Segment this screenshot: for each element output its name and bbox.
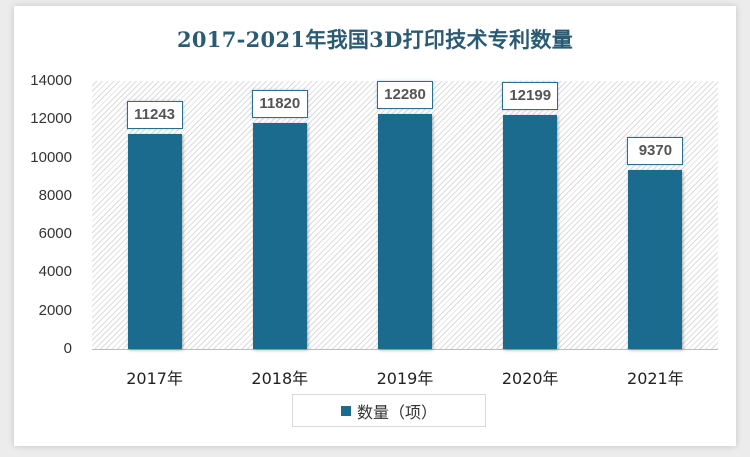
legend-swatch-icon — [340, 405, 351, 416]
data-label: 12199 — [502, 82, 559, 111]
bar — [252, 122, 307, 349]
x-tick-label: 2019年 — [376, 369, 434, 388]
y-tick-label: 10000 — [30, 148, 72, 166]
y-tick-label: 8000 — [38, 186, 72, 204]
y-tick-label: 6000 — [38, 225, 72, 243]
x-tick-label: 2017年 — [126, 369, 183, 388]
x-axis-line — [92, 349, 718, 350]
chart-title: 2017-2021年我国3D打印技术专利数量 — [176, 27, 574, 52]
x-tick-label: 2018年 — [251, 369, 309, 388]
bar — [503, 115, 558, 349]
y-tick-label: 14000 — [30, 72, 72, 89]
y-tick-label: 12000 — [30, 110, 72, 128]
data-label: 12280 — [377, 80, 433, 109]
data-label: 11243 — [126, 100, 183, 129]
bar — [628, 169, 683, 349]
bar — [378, 113, 432, 349]
y-tick-label: 0 — [63, 340, 72, 357]
y-tick-label: 2000 — [38, 301, 72, 319]
legend-label: 数量（项） — [356, 404, 437, 422]
data-label: 11820 — [251, 89, 308, 118]
bar — [127, 133, 182, 349]
x-tick-label: 2020年 — [501, 369, 559, 388]
data-label: 9370 — [627, 136, 684, 165]
x-tick-label: 2021年 — [627, 369, 684, 388]
legend: 数量（项） — [292, 394, 486, 427]
y-tick-label: 4000 — [38, 263, 72, 281]
